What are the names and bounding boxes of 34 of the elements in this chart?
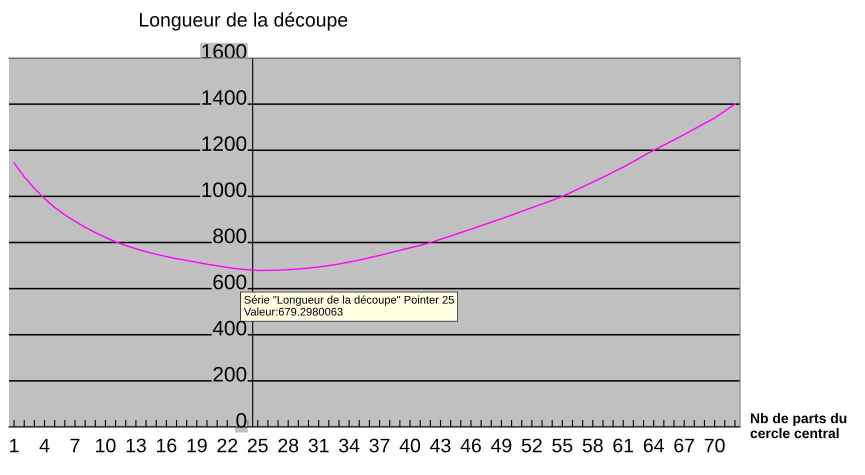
x-tick-label: 7 bbox=[70, 438, 80, 452]
x-tick-label: 10 bbox=[96, 438, 116, 452]
x-axis-title: Nb de parts du cercle central bbox=[750, 413, 846, 438]
x-tick-label: 49 bbox=[491, 438, 512, 452]
x-tick-label: 40 bbox=[400, 438, 420, 452]
chart-title: Longueur de la découpe bbox=[140, 12, 348, 31]
x-tick-label: 64 bbox=[644, 438, 664, 452]
x-tick-label: 46 bbox=[460, 438, 481, 452]
y-tick-label: 800 bbox=[213, 228, 246, 244]
x-tick-label: 55 bbox=[552, 438, 572, 452]
x-tick-label: 58 bbox=[582, 438, 603, 452]
x-tick-label: 52 bbox=[522, 438, 542, 452]
y-tick-label: 400 bbox=[212, 320, 246, 336]
x-tick-label: 1 bbox=[10, 438, 19, 452]
x-tick-label: 70 bbox=[704, 438, 725, 452]
x-tick-label: 43 bbox=[430, 438, 450, 452]
x-tick-label: 31 bbox=[308, 438, 329, 452]
annotation: Série "Longueur de la découpe" Pointer 25 Valeur:679.2980063 bbox=[244, 295, 454, 316]
x-tick-label: 16 bbox=[157, 438, 176, 452]
y-tick-label: 1000 bbox=[202, 182, 246, 198]
x-tick-label: 34 bbox=[339, 438, 360, 452]
x-tick-label: 13 bbox=[126, 438, 146, 452]
x-tick-label: 22 bbox=[217, 438, 238, 452]
x-tick-label: 67 bbox=[674, 438, 694, 452]
x-tick-label: 4 bbox=[40, 438, 50, 452]
y-tick-label: 600 bbox=[213, 274, 246, 290]
x-tick-label: 25 bbox=[248, 438, 268, 452]
x-tick-label: 37 bbox=[370, 438, 390, 452]
x-tick-label: 19 bbox=[187, 438, 207, 452]
x-tick-label: 61 bbox=[613, 438, 634, 452]
x-tick-label: 28 bbox=[278, 438, 298, 452]
y-tick-label: 1400 bbox=[202, 90, 246, 105]
y-tick-label: 1200 bbox=[202, 136, 246, 152]
y-tick-label: 200 bbox=[213, 366, 246, 382]
